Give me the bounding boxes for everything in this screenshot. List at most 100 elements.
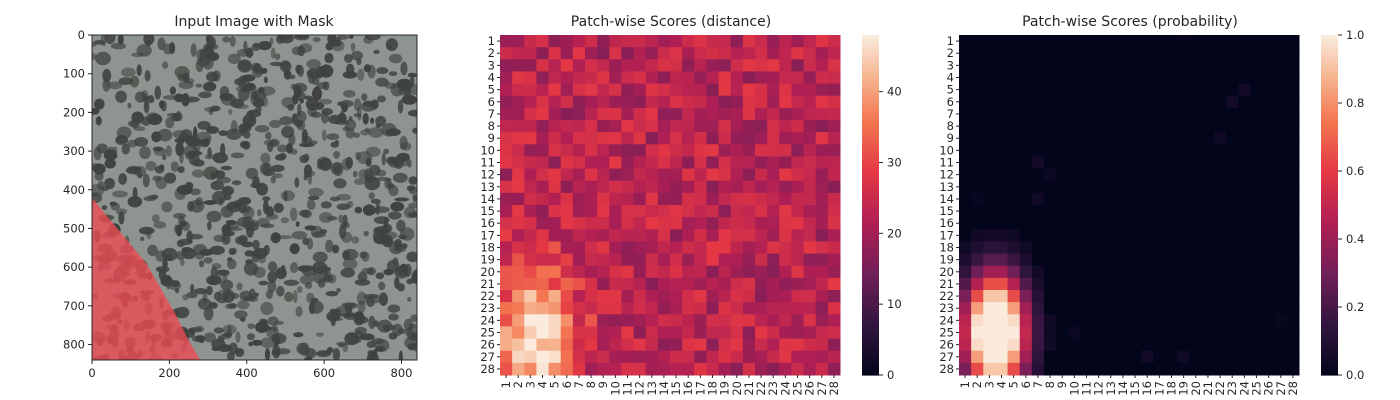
- heatmap-cell: [1250, 132, 1264, 145]
- texture-spot: [231, 247, 237, 255]
- y-tick-label: 2: [488, 46, 495, 60]
- heatmap-cell: [1238, 35, 1251, 48]
- texture-spot: [308, 301, 316, 315]
- texture-spot: [220, 279, 234, 291]
- heatmap-cell: [1165, 168, 1179, 182]
- heatmap-cell: [995, 47, 1009, 60]
- heatmap-cell: [572, 265, 586, 279]
- heatmap-cell: [827, 217, 841, 230]
- heatmap-cell: [742, 277, 756, 291]
- heatmap-cell: [1201, 156, 1215, 170]
- y-tick-label: 9: [488, 131, 495, 145]
- heatmap-cell: [1031, 277, 1045, 291]
- heatmap-cell: [983, 132, 996, 145]
- heatmap-cell: [767, 229, 780, 242]
- colorbar-segment: [862, 41, 879, 46]
- heatmap-cell: [803, 217, 817, 230]
- texture-spot: [104, 158, 116, 169]
- heatmap-cell: [1056, 253, 1069, 267]
- heatmap-cell: [548, 120, 562, 133]
- heatmap-cell: [500, 95, 513, 109]
- texture-spot: [245, 47, 254, 58]
- texture-spot: [199, 48, 205, 61]
- texture-spot: [127, 165, 141, 172]
- heatmap-cell: [621, 229, 635, 242]
- heatmap-cell: [1226, 192, 1239, 206]
- texture-spot: [343, 89, 356, 98]
- heatmap-cell: [718, 241, 732, 255]
- colorbar-segment: [1321, 279, 1338, 284]
- heatmap-cell: [718, 338, 732, 352]
- heatmap-cell: [524, 192, 537, 206]
- heatmap-cell: [1189, 192, 1203, 206]
- colorbar-segment: [1321, 99, 1338, 104]
- heatmap-cell: [1092, 229, 1106, 242]
- heatmap-cell: [1250, 59, 1264, 72]
- y-tick-label: 14: [480, 192, 495, 206]
- colorbar-segment: [1321, 160, 1338, 165]
- heatmap-cell: [791, 338, 805, 352]
- x-tick-label: 1: [958, 381, 972, 388]
- y-tick-label: 27: [939, 350, 954, 364]
- x-tick-label: 13: [1104, 381, 1118, 396]
- heatmap-cell: [1238, 277, 1251, 291]
- texture-spot: [169, 86, 177, 95]
- heatmap-cell: [536, 229, 550, 242]
- heatmap-cell: [1189, 241, 1203, 255]
- colorbar-segment: [1321, 48, 1338, 53]
- heatmap-cell: [1104, 156, 1118, 170]
- texture-spot: [280, 217, 289, 224]
- heatmap-cell: [1044, 180, 1057, 194]
- heatmap-cell: [1286, 302, 1300, 315]
- heatmap-cell: [1226, 362, 1239, 376]
- heatmap-cell: [1116, 35, 1130, 48]
- heatmap-cell: [995, 362, 1009, 376]
- heatmap-cell: [1092, 168, 1106, 182]
- heatmap-cell: [1274, 192, 1288, 206]
- heatmap-cell: [803, 253, 817, 267]
- heatmap-cell: [633, 217, 647, 230]
- heatmap-cell: [585, 47, 598, 60]
- texture-spot: [153, 147, 167, 157]
- texture-spot: [186, 291, 198, 299]
- heatmap-cell: [971, 59, 984, 72]
- heatmap-cell: [585, 265, 598, 279]
- colorbar-segment: [862, 109, 879, 114]
- heatmap-cell: [1044, 302, 1057, 315]
- texture-spot: [279, 61, 292, 72]
- heatmap-cell: [1044, 314, 1057, 327]
- heatmap-cell: [1262, 120, 1276, 133]
- heatmap-cell: [597, 326, 610, 340]
- texture-spot: [412, 193, 417, 202]
- colorbar-segment: [862, 310, 879, 315]
- colorbar-segment: [1321, 269, 1338, 274]
- heatmap-cell: [621, 168, 635, 182]
- colorbar-segment: [862, 150, 879, 155]
- heatmap-cell: [1116, 192, 1130, 206]
- heatmap-cell: [1031, 47, 1045, 60]
- heatmap-cell: [524, 290, 537, 303]
- colorbar-segment: [1321, 120, 1338, 124]
- texture-spot: [316, 66, 324, 79]
- heatmap-cell: [560, 132, 574, 145]
- heatmap-cell: [1214, 107, 1227, 121]
- y-tick-label: 26: [480, 338, 495, 352]
- colorbar-segment: [862, 52, 879, 56]
- heatmap-cell: [512, 217, 525, 230]
- texture-spot: [375, 177, 391, 182]
- texture-spot: [407, 72, 417, 78]
- texture-spot: [175, 250, 186, 260]
- heatmap-cell: [815, 192, 829, 206]
- heatmap-cell: [694, 253, 707, 267]
- x-tick-label: 4: [995, 381, 1009, 388]
- heatmap-cell: [1104, 302, 1118, 315]
- heatmap-cell: [755, 59, 768, 72]
- heatmap-cell: [718, 205, 732, 218]
- texture-spot: [127, 195, 143, 208]
- heatmap-cell: [572, 326, 586, 340]
- texture-spot: [289, 243, 300, 255]
- heatmap-cell: [1104, 120, 1118, 133]
- heatmap-cell: [767, 107, 780, 121]
- colorbar-segment: [1321, 133, 1338, 138]
- heatmap-cell: [560, 71, 574, 85]
